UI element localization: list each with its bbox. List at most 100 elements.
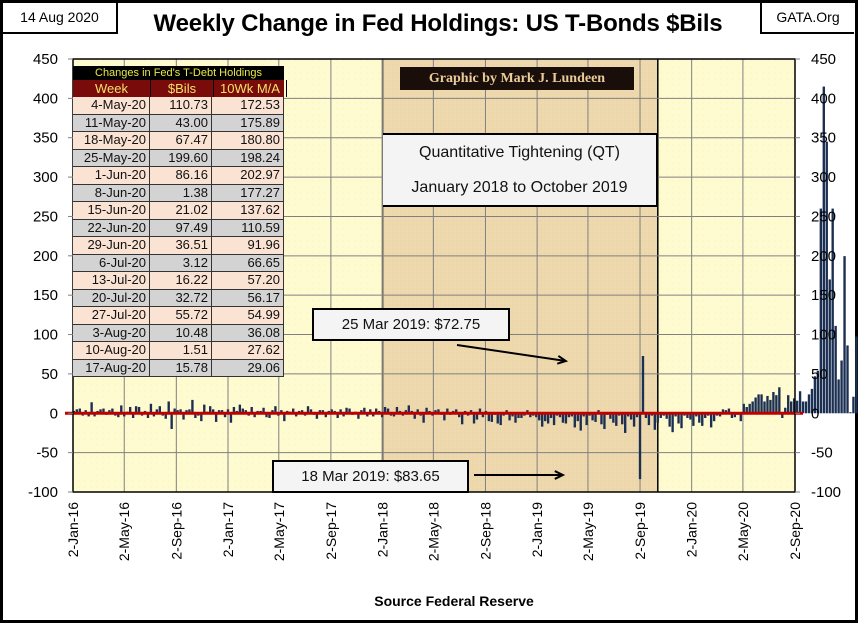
bar (475, 413, 479, 420)
bar (185, 410, 188, 414)
bar (760, 394, 763, 414)
qt-annotation-box: Quantitative Tightening (QT) January 201… (383, 133, 658, 207)
bar (529, 413, 532, 418)
bar (769, 399, 772, 414)
bar (253, 413, 256, 418)
y-tick-label-left: 300 (33, 169, 58, 186)
bar (704, 413, 707, 418)
table-row: 17-Aug-20 15.78 29.06 (73, 359, 284, 377)
bar (647, 413, 651, 426)
bar (701, 413, 704, 426)
x-tick-label: 2-Jan-16 (65, 502, 81, 557)
bar (772, 392, 775, 414)
bar (543, 413, 547, 422)
x-tick-label: 2-Jan-17 (220, 502, 236, 557)
bar (229, 413, 233, 423)
bar (784, 407, 787, 414)
table-row: 18-May-20 67.47 180.80 (73, 132, 284, 150)
y-tick-label-left: -50 (36, 445, 58, 462)
bar (407, 405, 410, 414)
bar (745, 406, 748, 414)
date-label: 14 Aug 2020 (3, 3, 118, 34)
bar (573, 413, 576, 428)
bar (671, 413, 674, 433)
table-row: 3-Aug-20 10.48 36.08 (73, 324, 284, 342)
table-header-bils: $Bils (151, 80, 214, 97)
bar (321, 410, 325, 414)
bar (730, 413, 734, 418)
bar (514, 413, 517, 423)
bar (425, 407, 428, 414)
bar (146, 413, 150, 418)
table-cell-bils: 97.49 (150, 219, 212, 236)
bar (137, 406, 141, 414)
table-cell-ma: 175.89 (212, 114, 284, 131)
bar (819, 208, 823, 414)
bar (591, 413, 594, 421)
bar (111, 408, 114, 414)
bar (152, 413, 156, 417)
table-header-ma: 10Wk M/A (214, 80, 287, 97)
bar (505, 410, 508, 414)
bar (404, 410, 408, 414)
bar (458, 413, 461, 418)
bar (576, 413, 579, 422)
table-row: 13-Jul-20 16.22 57.20 (73, 272, 284, 290)
bar (117, 413, 120, 418)
table-header-week: Week (73, 80, 151, 97)
bar (656, 413, 659, 423)
bar (265, 413, 268, 418)
table-row: 29-Jun-20 36.51 91.96 (73, 237, 284, 255)
y-tick-label-left: 50 (41, 366, 58, 383)
x-tick-label: 2-Jan-20 (684, 502, 700, 557)
y-tick-label-left: 200 (33, 248, 58, 265)
bar (369, 409, 372, 414)
y-tick-label-right: 300 (811, 169, 836, 186)
bar (496, 413, 499, 424)
bar (460, 413, 464, 425)
table-cell-week: 27-Jul-20 (73, 307, 150, 324)
bar (250, 406, 253, 414)
bar (280, 410, 283, 414)
bar (739, 413, 742, 422)
bar (223, 413, 227, 418)
table-row: 10-Aug-20 1.51 27.62 (73, 342, 284, 360)
bar (176, 410, 179, 414)
bar (822, 86, 825, 414)
bar (561, 413, 565, 423)
table-cell-ma: 36.08 (212, 324, 284, 341)
bar (155, 409, 159, 414)
x-tick-label: 2-May-16 (116, 502, 132, 561)
bar (653, 413, 657, 430)
x-axis: 2-Jan-16 2-May-16 2-Sep-16 2-Jan-17 2-May-17… (65, 502, 803, 561)
y-tick-label-right: -100 (811, 484, 841, 501)
x-tick-label: 2-May-18 (425, 502, 441, 561)
bar (517, 413, 520, 418)
table-cell-bils: 36.51 (150, 237, 212, 254)
bar (123, 413, 126, 417)
table-cell-bils: 32.72 (150, 289, 212, 306)
bar (217, 410, 221, 414)
bar-series (72, 86, 858, 480)
bar (778, 387, 781, 414)
bar (511, 413, 514, 417)
bar (775, 395, 778, 414)
bar (718, 413, 722, 417)
bar (855, 336, 858, 414)
table-cell-week: 6-Jul-20 (73, 254, 150, 271)
bar (443, 413, 446, 421)
bar (825, 141, 828, 414)
table-cell-bils: 16.22 (150, 272, 212, 289)
bar (490, 413, 493, 422)
bar (386, 408, 390, 414)
bar (360, 410, 363, 414)
table-cell-ma: 177.27 (212, 184, 284, 201)
bar (188, 409, 191, 414)
bar (579, 413, 582, 431)
bar (179, 409, 182, 414)
table-cell-ma: 180.80 (212, 132, 284, 149)
bar (416, 409, 419, 414)
table-body: 4-May-20 110.73 172.53 11-May-20 43.00 175.89… (73, 97, 284, 377)
bar (632, 413, 636, 427)
table-row: 25-May-20 199.60 198.24 (73, 149, 284, 167)
